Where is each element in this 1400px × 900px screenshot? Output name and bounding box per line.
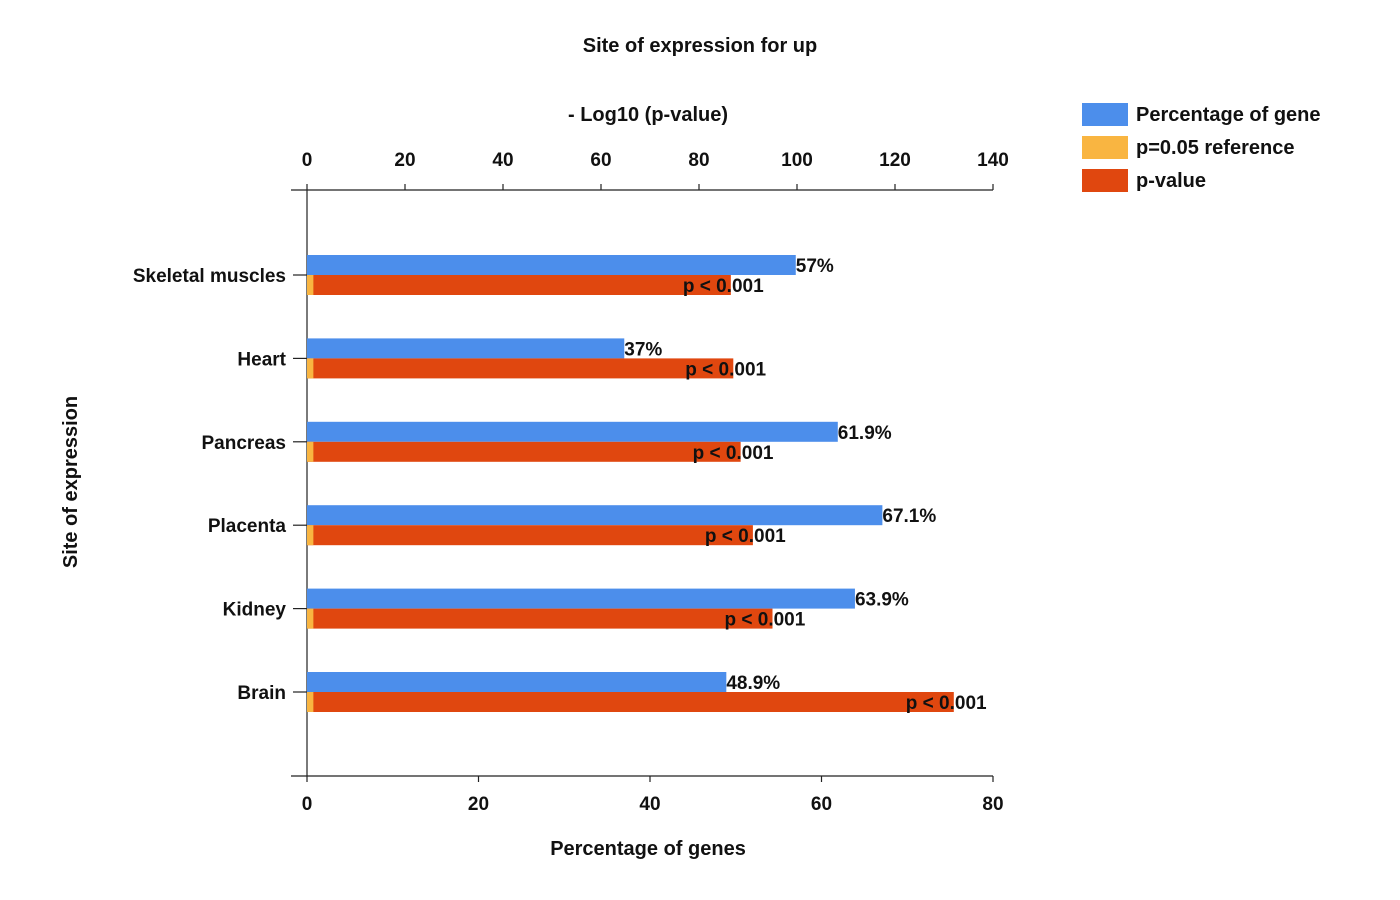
legend-swatch <box>1082 169 1128 192</box>
category-label: Heart <box>237 349 286 370</box>
category-label: Pancreas <box>201 433 286 454</box>
top-axis-label: - Log10 (p-value) <box>568 104 728 126</box>
bottom-axis-ticks: 0 20 40 60 80 <box>302 776 1004 815</box>
p-value-label: p < 0.001 <box>683 276 764 297</box>
chart-title: Site of expression for up <box>583 35 817 57</box>
top-tick-label: 120 <box>879 150 911 171</box>
percentage-bar <box>307 421 838 442</box>
p-value-label: p < 0.001 <box>906 693 987 714</box>
bars <box>307 255 954 712</box>
legend-label: p=0.05 reference <box>1136 137 1294 159</box>
bottom-tick-label: 40 <box>639 794 660 815</box>
percentage-label: 57% <box>796 256 834 277</box>
percentage-label: 61.9% <box>838 423 892 444</box>
bottom-tick-label: 20 <box>468 794 489 815</box>
p-value-label: p < 0.001 <box>705 526 786 547</box>
p-value-bar <box>307 608 773 629</box>
category-label: Placenta <box>208 516 287 537</box>
category-label: Kidney <box>223 600 287 621</box>
top-tick-label: 0 <box>302 150 313 171</box>
percentage-bar <box>307 588 855 609</box>
bottom-tick-label: 0 <box>302 794 313 815</box>
p-value-bar <box>307 692 954 712</box>
bottom-tick-label: 80 <box>982 794 1003 815</box>
p-value-bar <box>307 525 753 546</box>
legend-label: p-value <box>1136 170 1206 192</box>
bottom-axis-label: Percentage of genes <box>550 838 746 860</box>
bottom-tick-label: 60 <box>811 794 832 815</box>
top-tick-label: 100 <box>781 150 813 171</box>
category-labels: Skeletal muscles Heart Pancreas Placenta Kid… <box>133 266 307 704</box>
legend: Percentage of gene p=0.05 reference p-valu… <box>1082 103 1321 192</box>
p-value-bar <box>307 441 741 462</box>
p-value-label: p < 0.001 <box>693 443 774 464</box>
percentage-bar <box>307 338 625 359</box>
percentage-label: 37% <box>624 339 662 360</box>
top-axis-ticks: 0 20 40 60 80 100 120 140 <box>302 150 1009 190</box>
legend-swatch <box>1082 136 1128 159</box>
top-tick-label: 140 <box>977 150 1009 171</box>
p-value-bar <box>307 358 734 379</box>
reference-bar <box>307 608 314 629</box>
percentage-label: 67.1% <box>882 506 936 527</box>
percentage-label: 63.9% <box>855 590 909 611</box>
p-value-label: p < 0.001 <box>685 359 766 380</box>
reference-bar <box>307 525 314 546</box>
top-tick-label: 80 <box>688 150 709 171</box>
percentage-bar <box>307 672 727 692</box>
y-axis-label: Site of expression <box>60 396 82 568</box>
reference-bar <box>307 692 314 712</box>
reference-bar <box>307 358 314 379</box>
reference-bar <box>307 275 314 295</box>
category-label: Brain <box>237 683 286 704</box>
p-value-label: p < 0.001 <box>725 610 806 631</box>
percentage-bar <box>307 255 796 275</box>
p-value-bar <box>307 275 731 295</box>
legend-swatch <box>1082 103 1128 126</box>
percentage-bar <box>307 505 883 526</box>
top-tick-label: 20 <box>394 150 415 171</box>
data-labels: 57% p < 0.001 37% p < 0.001 61.9% p < 0.001 67… <box>624 256 987 714</box>
percentage-label: 48.9% <box>726 673 780 694</box>
reference-bar <box>307 441 314 462</box>
top-tick-label: 60 <box>590 150 611 171</box>
top-tick-label: 40 <box>492 150 513 171</box>
category-label: Skeletal muscles <box>133 266 286 287</box>
legend-label: Percentage of gene <box>1136 104 1321 126</box>
